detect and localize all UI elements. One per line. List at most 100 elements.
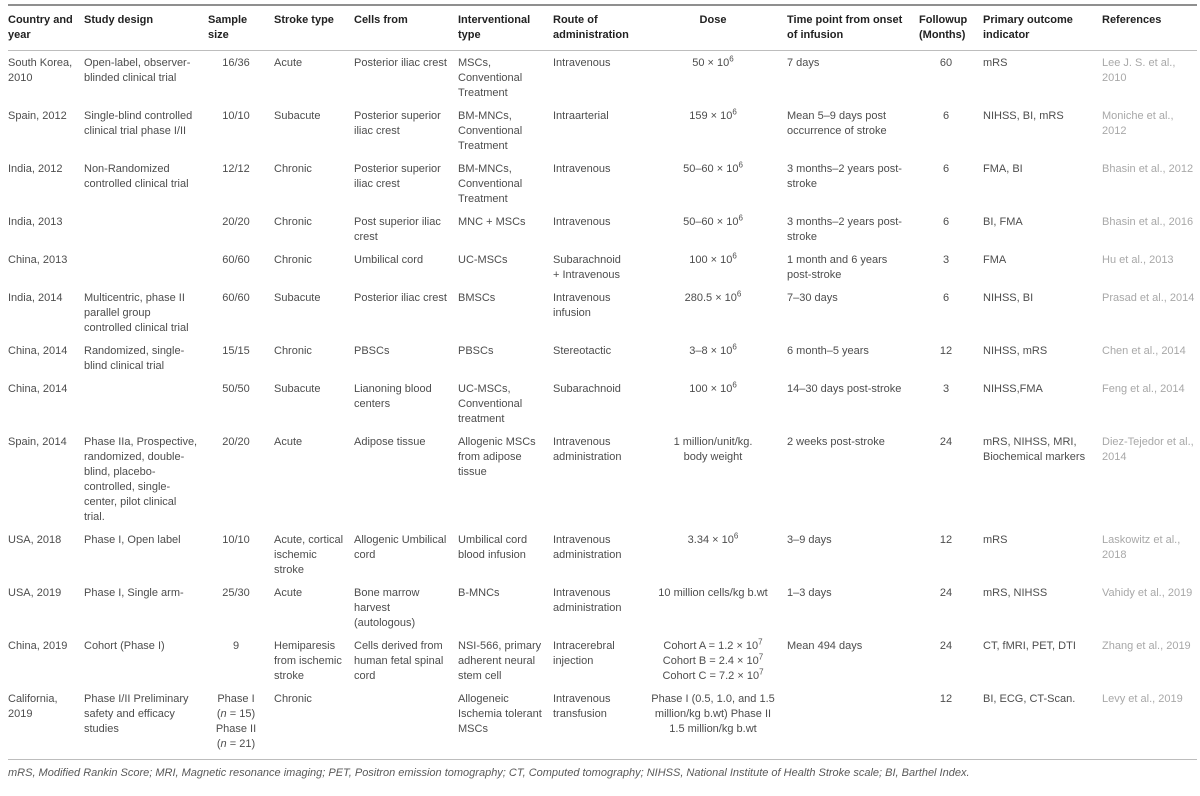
table-cell: Chronic — [274, 216, 312, 228]
table-cell: 12 — [939, 693, 953, 705]
column-header: Sample size — [208, 5, 274, 51]
table-cell: Chronic — [274, 163, 312, 175]
table-cell: India, 2013 — [8, 216, 63, 228]
table-cell: mRS — [983, 57, 1008, 69]
table-cell: Intravenous — [553, 57, 611, 69]
column-header: Stroke type — [274, 5, 354, 51]
table-cell: Cohort (Phase I) — [84, 640, 165, 652]
table-cell: Multicentric, phase II parallel group co… — [84, 292, 189, 334]
table-cell: Allogeneic Ischemia tolerant MSCs — [458, 693, 542, 735]
table-cell: Subacute — [274, 110, 321, 122]
table-cell: Levy et al., 2019 — [1102, 693, 1183, 705]
table-cell: 10/10 — [222, 534, 250, 546]
table-cell: 50–60 × 106 — [683, 213, 743, 228]
header-row: Country and year Study design Sample size S… — [8, 5, 1197, 51]
table-cell: PBSCs — [354, 345, 390, 357]
table-cell: Phase I, Open label — [84, 534, 181, 546]
table-cell: Mean 494 days — [787, 640, 863, 652]
table-cell: Phase I (n = 15) Phase II (n = 21) — [215, 693, 257, 750]
table-cell: 1–3 days — [787, 587, 832, 599]
table-row: Spain, 2014 Phase IIa, Prospective, rando… — [8, 430, 1197, 528]
table-cell: 12 — [939, 345, 953, 357]
table-cell: Open-label, observer-blinded clinical tr… — [84, 57, 191, 84]
table-cell: USA, 2019 — [8, 587, 62, 599]
table-cell: 10/10 — [222, 110, 250, 122]
table-row: Spain, 2012 Single-blind controlled clini… — [8, 104, 1197, 157]
table-cell: 14–30 days post-stroke — [787, 383, 902, 395]
table-row: China, 2014 50/50 Subacute Lianoning blood … — [8, 377, 1197, 430]
column-header: Interventional type — [458, 5, 553, 51]
table-cell: 159 × 106 — [689, 107, 737, 122]
table-cell: Allogenic Umbilical cord — [354, 534, 447, 561]
table-cell: Phase IIa, Prospective, randomized, doub… — [84, 436, 198, 523]
table-cell: 60/60 — [222, 254, 250, 266]
table-row: China, 2019 Cohort (Phase I) 9 Hemiparesis … — [8, 634, 1197, 687]
table-cell: 2 weeks post-stroke — [787, 436, 885, 448]
table-cell: Subacute — [274, 383, 321, 395]
table-cell: Bhasin et al., 2012 — [1102, 163, 1194, 175]
column-header: Time point from onset of infusion — [787, 5, 919, 51]
table-cell: Acute — [274, 57, 303, 69]
table-cell: BI, ECG, CT-Scan. — [983, 693, 1076, 705]
table-cell: FMA — [983, 254, 1007, 266]
table-cell: California, 2019 — [8, 693, 58, 720]
column-header: Cells from — [354, 5, 458, 51]
table-cell: Allogenic MSCs from adipose tissue — [458, 436, 536, 478]
table-cell: 9 — [232, 640, 240, 652]
table-cell: Subarachnoid + Intravenous — [553, 254, 621, 281]
table-cell: 6 — [942, 110, 950, 122]
table-cell: Intracerebral injection — [553, 640, 615, 667]
table-cell: UC-MSCs — [458, 254, 508, 266]
table-cell: NSI-566, primary adherent neural stem ce… — [458, 640, 542, 682]
table-cell — [84, 377, 208, 430]
column-header: Study design — [84, 5, 208, 51]
table-cell: NIHSS, BI, mRS — [983, 110, 1064, 122]
table-cell: Post superior iliac crest — [354, 216, 441, 243]
table-cell: CT, fMRI, PET, DTI — [983, 640, 1076, 652]
table-cell: Moniche et al., 2012 — [1102, 110, 1174, 137]
table-cell: Randomized, single-blind clinical trial — [84, 345, 185, 372]
table-cell: China, 2014 — [8, 383, 68, 395]
table-cell: NIHSS, mRS — [983, 345, 1048, 357]
table-cell: 25/30 — [222, 587, 250, 599]
table-cell: mRS, NIHSS — [983, 587, 1048, 599]
table-cell: Lianoning blood centers — [354, 383, 432, 410]
column-header: Followup (Months) — [919, 5, 983, 51]
table-footnote: mRS, Modified Rankin Score; MRI, Magneti… — [8, 767, 970, 779]
table-cell: UC-MSCs, Conventional treatment — [458, 383, 523, 425]
table-cell: 3 months–2 years post-stroke — [787, 163, 902, 190]
table-cell: 3.34 × 106 — [687, 531, 739, 546]
table-cell: Intravenous administration — [553, 587, 622, 614]
table-cell: 6 month–5 years — [787, 345, 869, 357]
table-cell: Umbilical cord — [354, 254, 424, 266]
table-cell: Intravenous administration — [553, 534, 622, 561]
table-row: USA, 2018 Phase I, Open label 10/10 Acute, … — [8, 528, 1197, 581]
table-cell: 15/15 — [222, 345, 250, 357]
table-cell: Intravenous — [553, 163, 611, 175]
table-cell: B-MNCs — [458, 587, 500, 599]
table-cell: 20/20 — [222, 216, 250, 228]
table-cell: Lee J. S. et al., 2010 — [1102, 57, 1176, 84]
table-cell: 6 — [942, 216, 950, 228]
table-cell — [354, 687, 458, 760]
table-cell: Stereotactic — [553, 345, 612, 357]
table-cell: Mean 5–9 days post occurrence of stroke — [787, 110, 887, 137]
table-cell: Diez-Tejedor et al., 2014 — [1102, 436, 1194, 463]
table-row: China, 2013 60/60 Chronic Umbilical cord UC-… — [8, 248, 1197, 286]
table-cell: Hemiparesis from ischemic stroke — [274, 640, 342, 682]
table-cell: Posterior superior iliac crest — [354, 110, 441, 137]
table-cell: China, 2013 — [8, 254, 68, 266]
table-row: India, 2012 Non-Randomized controlled cli… — [8, 157, 1197, 210]
table-cell: India, 2012 — [8, 163, 63, 175]
table-cell: 7 days — [787, 57, 820, 69]
table-cell: China, 2019 — [8, 640, 68, 652]
table-cell: Prasad et al., 2014 — [1102, 292, 1195, 304]
table-cell: 3–9 days — [787, 534, 832, 546]
table-cell: Spain, 2014 — [8, 436, 67, 448]
table-header: Country and year Study design Sample size S… — [8, 5, 1197, 51]
table-cell: Intraarterial — [553, 110, 609, 122]
table-cell: 1 million/unit/kg. body weight — [673, 436, 753, 463]
table-cell: 100 × 106 — [689, 251, 737, 266]
table-cell: 280.5 × 106 — [684, 289, 742, 304]
